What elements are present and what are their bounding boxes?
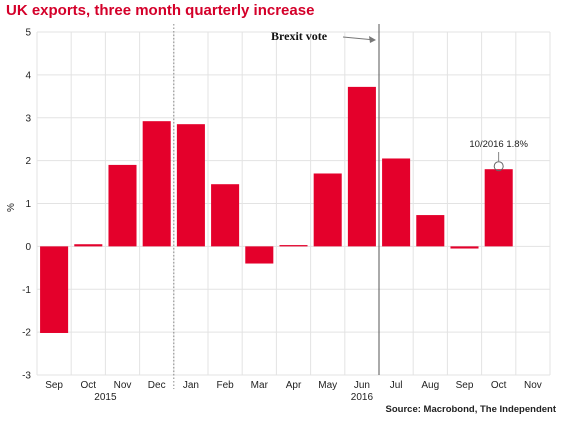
x-tick-label: Jan [183,380,199,391]
x-tick-label: Aug [421,380,439,391]
bar-nov-2 [108,164,137,247]
x-tick-label: Mar [251,380,269,391]
bar-may-8 [313,173,342,247]
bar-sep-12 [450,246,479,249]
x-tick-label: Oct [491,380,507,391]
x-tick-label: Apr [286,380,302,391]
x-tick-label: Sep [456,380,474,391]
source-note: Source: Macrobond, The Independent [385,404,556,415]
y-tick-label: 2 [25,156,31,167]
bar-jan-4 [176,124,205,247]
year-label-2016: 2016 [351,392,374,403]
brexit-arrowhead [369,36,376,43]
bar-sep-0 [40,246,69,333]
y-tick-label: 1 [25,199,31,210]
x-tick-label: Oct [81,380,97,391]
bar-apr-7 [279,245,308,247]
x-tick-label: Nov [114,380,132,391]
grid-lines [36,31,551,376]
y-tick-label: -1 [22,285,31,296]
annotation-label: 10/2016 1.8% [469,139,528,150]
bar-feb-5 [211,184,240,247]
brexit-vote-label: Brexit vote [271,29,328,43]
y-tick-label: 4 [25,70,31,81]
x-tick-label: Jul [390,380,403,391]
x-tick-label: Sep [45,380,63,391]
x-tick-label: Dec [148,380,166,391]
bars [40,86,513,333]
highlight-marker [493,161,504,172]
axes: 5 4 3 2 1 0 -1 -2 -3% Sep Oct Nov Dec Jan Feb Mar Apr May… [6,24,542,403]
bar-jun-9 [347,86,376,247]
x-tick-label: Nov [524,380,542,391]
y-tick-label: 5 [25,28,31,39]
y-tick-label: 0 [25,242,31,253]
x-tick-label: May [318,380,337,391]
y-tick-label: 3 [25,113,31,124]
y-tick-label: -2 [22,328,31,339]
bar-jul-10 [382,158,411,247]
x-tick-label: Jun [354,380,370,391]
bar-mar-6 [245,246,274,264]
year-label-2015: 2015 [94,392,117,403]
bar-oct-1 [74,244,103,247]
bar-aug-11 [416,215,445,247]
bar-oct-13 [484,169,513,247]
chart-title: UK exports, three month quarterly increa… [6,2,315,19]
bar-dec-3 [142,121,171,247]
y-tick-label: -3 [22,371,31,382]
y-axis-label: % [6,203,17,212]
annotations: Brexit vote 10/2016 1.8% [271,24,529,375]
x-tick-label: Feb [216,380,234,391]
